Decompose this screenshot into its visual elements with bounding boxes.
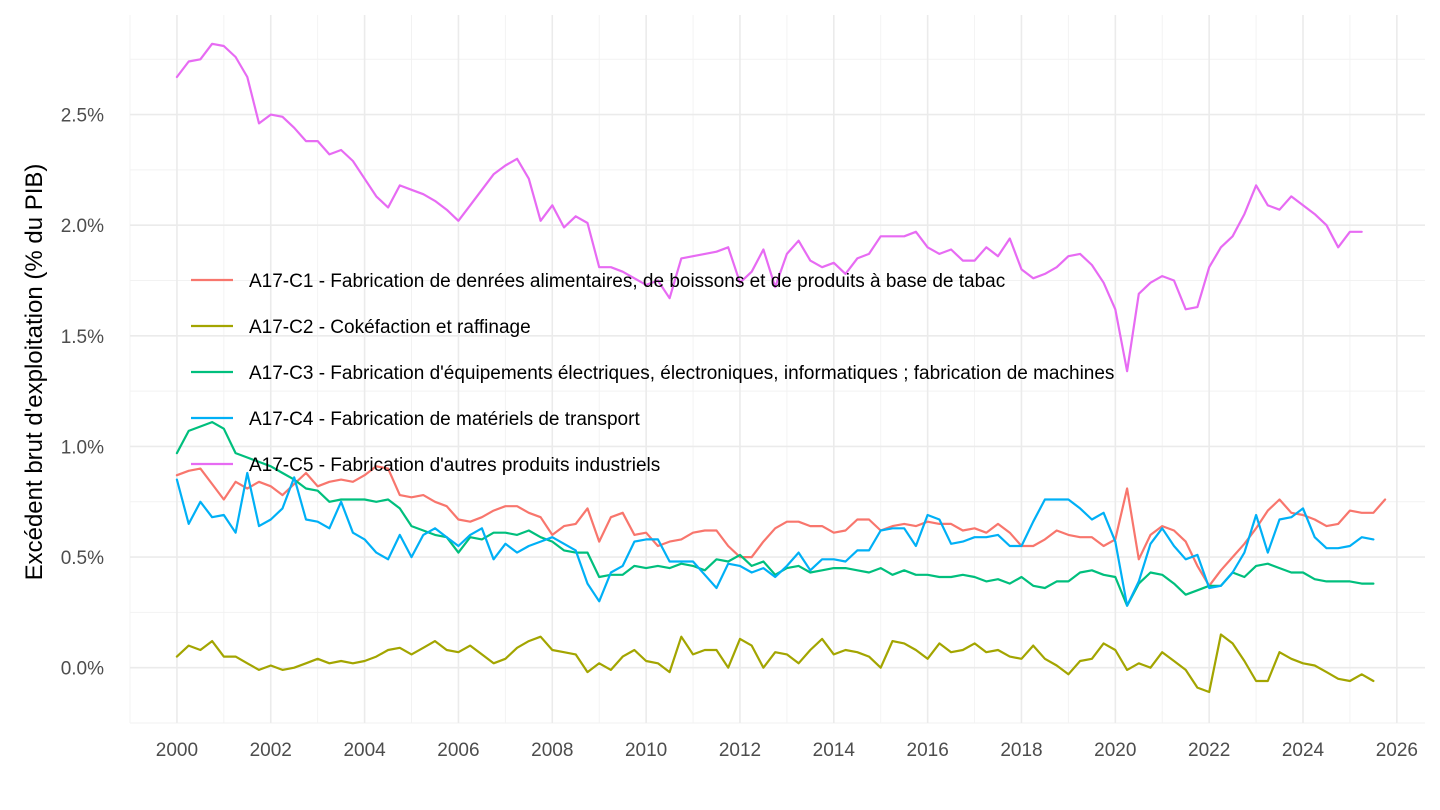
series-line-1: [175, 465, 1387, 587]
legend-label-3: A17-C3 - Fabrication d'équipements élect…: [249, 363, 1114, 384]
y-tick-label: 0.0%: [61, 659, 104, 680]
y-axis-title: Excédent brut d'exploitation (% du PIB): [21, 164, 48, 581]
legend-label-4: A17-C4 - Fabrication de matériels de tra…: [249, 409, 640, 430]
x-tick-label: 2000: [156, 740, 198, 761]
legend-label-5: A17-C5 - Fabrication d'autres produits i…: [249, 455, 660, 476]
x-tick-label: 2002: [250, 740, 292, 761]
x-tick-label: 2020: [1094, 740, 1136, 761]
x-tick-label: 2016: [907, 740, 949, 761]
major-gridlines: [130, 15, 1425, 723]
legend-label-1: A17-C1 - Fabrication de denrées alimenta…: [249, 271, 1005, 292]
y-axis-tick-labels: 0.0% 0.5% 1.0% 1.5% 2.0% 2.5%: [61, 106, 104, 680]
x-tick-label: 2004: [343, 740, 386, 761]
legend: A17-C1 - Fabrication de denrées alimenta…: [191, 271, 1114, 476]
series-lines: [175, 42, 1387, 694]
y-tick-label: 2.0%: [61, 216, 104, 237]
series-line-5: [175, 42, 1363, 373]
x-tick-label: 2022: [1188, 740, 1230, 761]
x-tick-label: 2018: [1000, 740, 1042, 761]
y-tick-label: 0.5%: [61, 548, 104, 569]
x-tick-label: 2024: [1282, 740, 1325, 761]
series-line-2: [175, 633, 1375, 694]
x-tick-label: 2010: [625, 740, 667, 761]
series-line-3: [175, 421, 1375, 607]
x-tick-label: 2014: [813, 740, 856, 761]
legend-label-2: A17-C2 - Cokéfaction et raffinage: [249, 317, 531, 338]
x-axis-tick-labels: 2000 2002 2004 2006 2008 2010 2012 2014 2016 2018…: [156, 740, 1418, 761]
x-tick-label: 2006: [437, 740, 479, 761]
x-tick-label: 2012: [719, 740, 761, 761]
x-tick-label: 2026: [1376, 740, 1418, 761]
y-tick-label: 1.0%: [61, 437, 104, 458]
series-line-4: [175, 471, 1375, 607]
minor-gridlines: [129, 15, 1425, 724]
x-tick-label: 2008: [531, 740, 573, 761]
y-tick-label: 1.5%: [61, 327, 104, 348]
y-tick-label: 2.5%: [61, 106, 104, 127]
